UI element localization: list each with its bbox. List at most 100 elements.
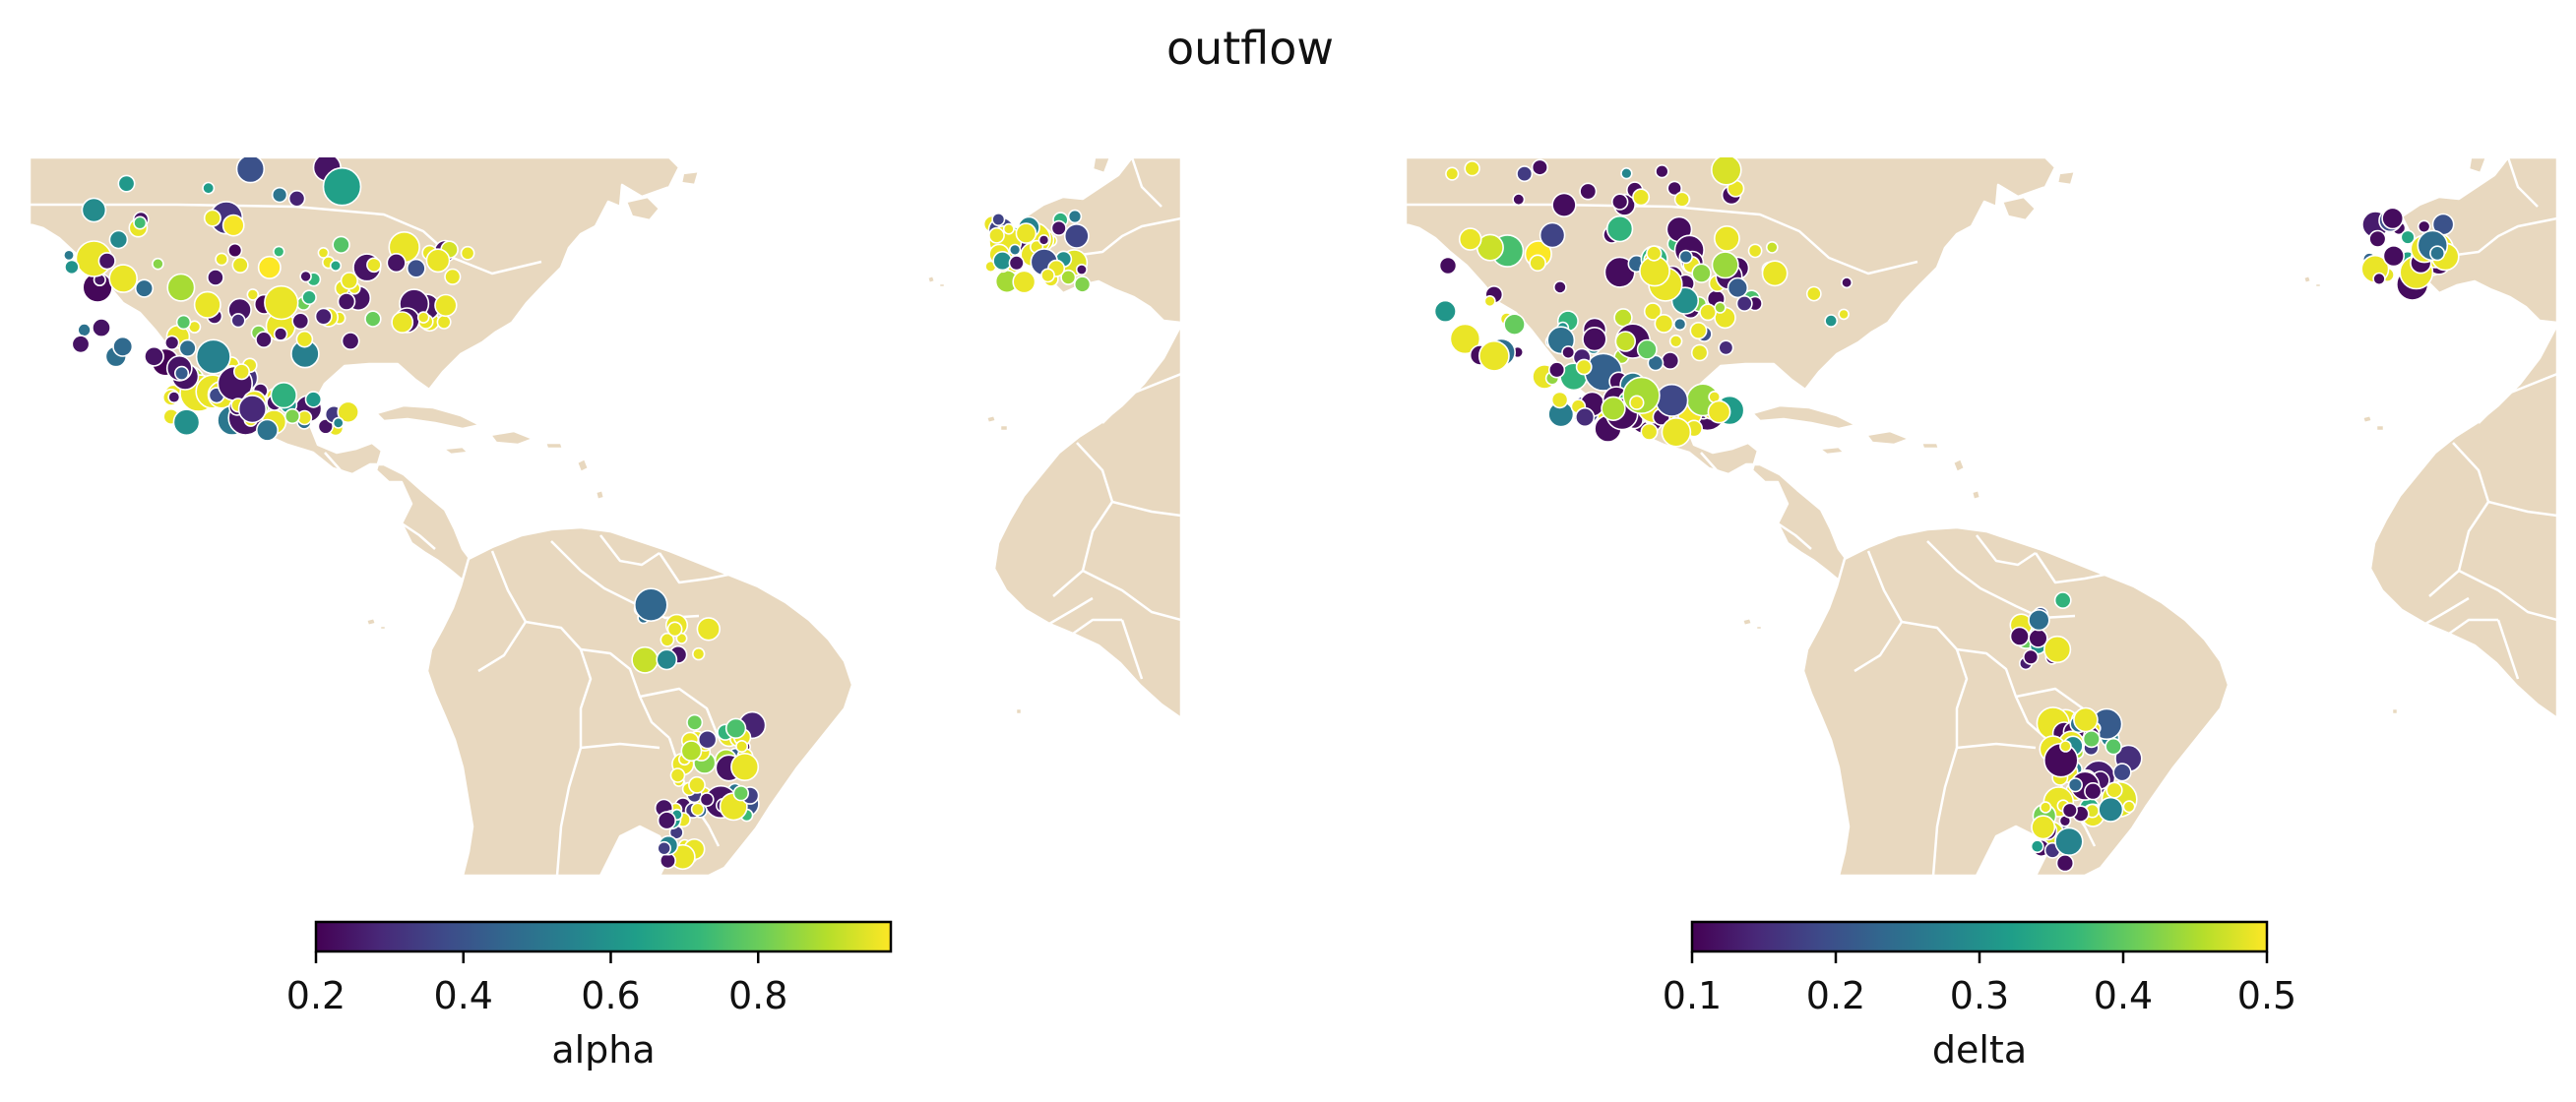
map-point — [81, 197, 107, 223]
map-point — [2429, 245, 2446, 262]
map-point — [340, 272, 359, 290]
map-point — [1438, 256, 1458, 276]
map-point — [227, 242, 243, 259]
map-point — [680, 740, 703, 763]
map-point — [1655, 383, 1689, 417]
map-point — [1516, 165, 1534, 183]
map-point — [633, 587, 668, 623]
map-point — [1713, 225, 1740, 252]
map-point — [295, 330, 314, 348]
map-point — [391, 311, 414, 335]
map-point — [730, 752, 760, 781]
map-point — [1550, 391, 1569, 409]
colorbar-tick-label: 0.2 — [1806, 974, 1865, 1017]
map-point — [366, 257, 382, 274]
map-point — [1073, 276, 1092, 293]
map-point — [2105, 737, 2122, 756]
delta-points — [1433, 157, 2460, 873]
map-point — [237, 395, 267, 424]
map-point — [108, 264, 138, 293]
map-point — [2372, 272, 2386, 286]
map-point — [1629, 395, 1645, 410]
map-point — [1614, 331, 1637, 352]
map-point — [1620, 167, 1633, 180]
map-point — [175, 314, 192, 331]
map-point — [696, 617, 721, 642]
map-point — [1661, 351, 1680, 371]
map-point — [1002, 222, 1015, 235]
map-point — [1711, 157, 1742, 186]
map-point — [1636, 338, 1658, 360]
map-point — [62, 249, 75, 262]
map-point — [1707, 399, 1731, 424]
map-point — [690, 802, 705, 817]
map-point — [1673, 317, 1687, 332]
map-point — [1575, 358, 1593, 376]
map-point — [1668, 335, 1683, 348]
map-point — [2122, 800, 2136, 814]
colorbar-label: alpha — [551, 1028, 655, 1071]
map-point — [416, 311, 430, 324]
map-point — [317, 247, 330, 259]
map-point — [364, 310, 382, 328]
map-point — [1531, 158, 1548, 176]
map-point — [2009, 626, 2030, 646]
map-point — [322, 166, 362, 207]
map-point — [2055, 853, 2075, 873]
map-point — [134, 278, 155, 298]
map-point — [1654, 313, 1674, 334]
map-point — [133, 215, 148, 230]
map-point — [1655, 163, 1669, 179]
map-point — [117, 174, 136, 193]
map-point — [1690, 343, 1709, 362]
map-point — [1037, 234, 1050, 246]
map-point — [317, 418, 334, 435]
map-point — [2022, 648, 2040, 665]
map-point — [221, 214, 245, 237]
colorbar-delta: 0.1 0.2 0.3 0.4 0.5 delta — [1663, 920, 2296, 1071]
map-point — [195, 338, 231, 375]
map-point — [1478, 339, 1510, 372]
map-point — [436, 314, 452, 330]
map-point — [1449, 323, 1481, 355]
map-point — [2084, 781, 2103, 801]
map-point — [64, 259, 80, 276]
map-point — [2054, 826, 2084, 856]
map-point — [166, 273, 196, 302]
map-point — [1579, 182, 1598, 201]
map-point — [174, 365, 190, 381]
map-point — [1761, 260, 1789, 287]
map-point — [1718, 339, 1734, 356]
colorbar-tick-label: 0.6 — [581, 974, 640, 1017]
map-point — [1067, 209, 1083, 224]
map-point — [657, 840, 672, 856]
map-point — [444, 268, 462, 285]
map-point — [2028, 609, 2050, 632]
map-point — [691, 646, 706, 661]
colorbar-alpha: 0.2 0.4 0.6 0.8 alpha — [286, 920, 893, 1071]
map-point — [144, 345, 164, 367]
map-point — [1646, 245, 1663, 262]
map-point — [2400, 229, 2416, 245]
map-point — [631, 645, 660, 674]
map-point — [1673, 191, 1691, 208]
colorbar-tick-label: 0.4 — [434, 974, 493, 1017]
map-point — [206, 269, 224, 286]
map-point — [283, 407, 301, 425]
map-point — [264, 284, 299, 321]
map-point — [2105, 781, 2123, 799]
map-point — [257, 255, 282, 279]
map-point — [270, 382, 297, 409]
map-point — [2368, 229, 2387, 248]
map-point — [1632, 188, 1651, 207]
map-point — [314, 307, 333, 326]
map-point — [1445, 166, 1460, 181]
map-point — [92, 318, 111, 338]
map-point — [332, 416, 345, 429]
map-point — [235, 157, 266, 184]
map-point — [2059, 740, 2072, 753]
map-panel-delta — [1406, 157, 2557, 876]
map-point — [1765, 241, 1779, 254]
map-point — [1551, 192, 1577, 218]
